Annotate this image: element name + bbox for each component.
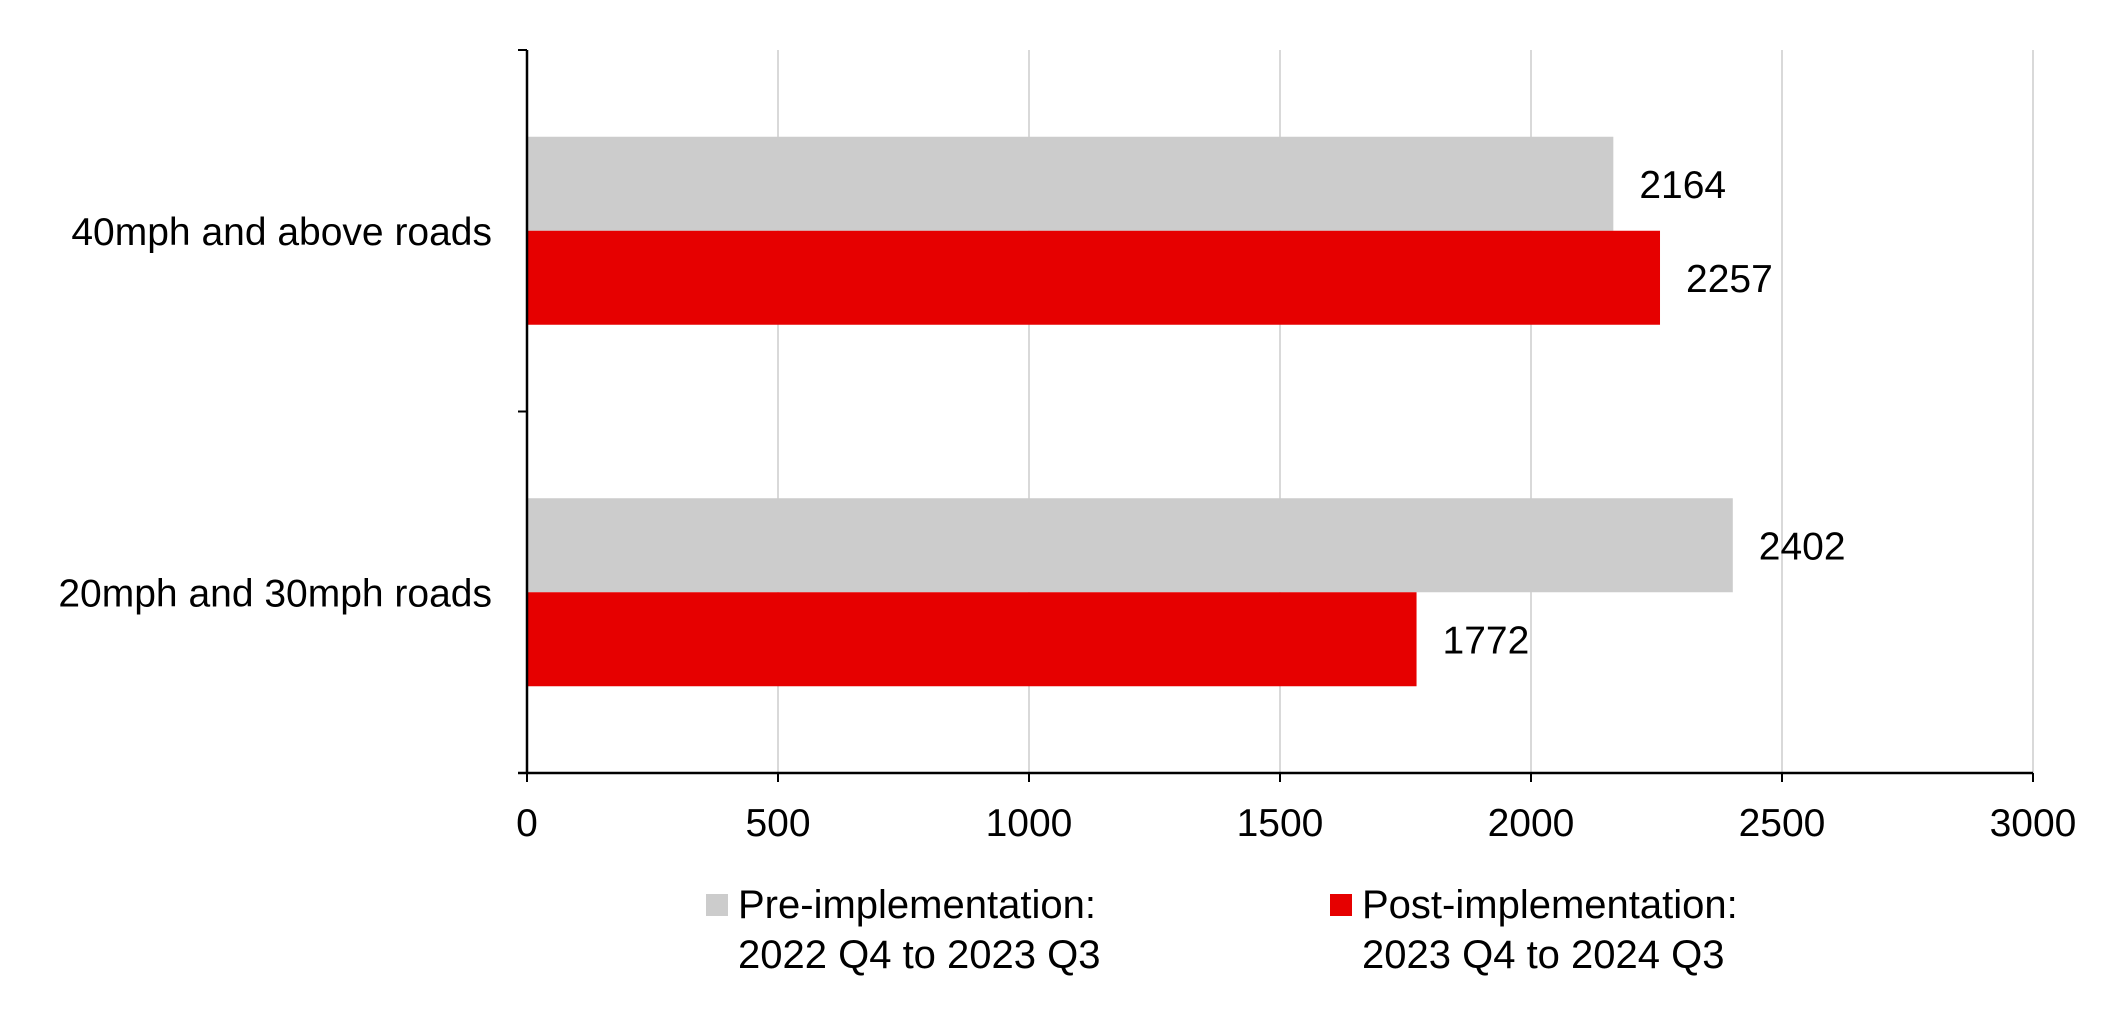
legend-post-line2: 2023 Q4 to 2024 Q3 <box>1362 933 1725 977</box>
legend-pre-line1: Pre-implementation: <box>738 883 1096 927</box>
category-label-20mph-and-30mph-roads: 20mph and 30mph roads <box>58 572 492 615</box>
bar-40mph-and-above-roads-series-2 <box>527 230 1661 325</box>
x-tick-label-500: 500 <box>745 802 810 845</box>
x-tick-label-1000: 1000 <box>986 802 1073 845</box>
legend-post-line1: Post-implementation: <box>1362 883 1738 927</box>
data-label-20mph-and-30mph-roads-series-2: 1772 <box>1443 619 1530 662</box>
x-tick-label-3000: 3000 <box>1990 802 2077 845</box>
bar-20mph-and-30mph-roads-series-2 <box>527 592 1417 687</box>
data-label-40mph-and-above-roads-series-1: 2164 <box>1639 164 1726 207</box>
data-label-40mph-and-above-roads-series-2: 2257 <box>1686 258 1773 301</box>
labels: 0 500 1000 1500 2000 2500 3000 40mph and above … <box>58 164 2076 845</box>
legend-item-pre-implementation: Pre-implementation: 2022 Q4 to 2023 Q3 <box>706 880 1101 980</box>
axes <box>518 49 2034 782</box>
x-tick-label-1500: 1500 <box>1237 802 1324 845</box>
legend-label-post-implementation: Post-implementation: 2023 Q4 to 2024 Q3 <box>1362 880 1738 980</box>
legend-pre-line2: 2022 Q4 to 2023 Q3 <box>738 933 1101 977</box>
data-label-20mph-and-30mph-roads-series-1: 2402 <box>1759 525 1846 568</box>
legend-label-pre-implementation: Pre-implementation: 2022 Q4 to 2023 Q3 <box>738 880 1101 980</box>
x-tick-label-2000: 2000 <box>1488 802 1575 845</box>
legend-item-post-implementation: Post-implementation: 2023 Q4 to 2024 Q3 <box>1330 880 1738 980</box>
legend-swatch-post-implementation <box>1330 894 1352 916</box>
legend-swatch-pre-implementation <box>706 894 728 916</box>
x-tick-label-2500: 2500 <box>1739 802 1826 845</box>
x-tick-label-0: 0 <box>516 802 538 845</box>
category-label-40mph-and-above-roads: 40mph and above roads <box>71 211 492 254</box>
bars <box>527 136 1733 687</box>
bar-40mph-and-above-roads-series-1 <box>527 136 1614 231</box>
bar-20mph-and-30mph-roads-series-1 <box>527 498 1733 593</box>
